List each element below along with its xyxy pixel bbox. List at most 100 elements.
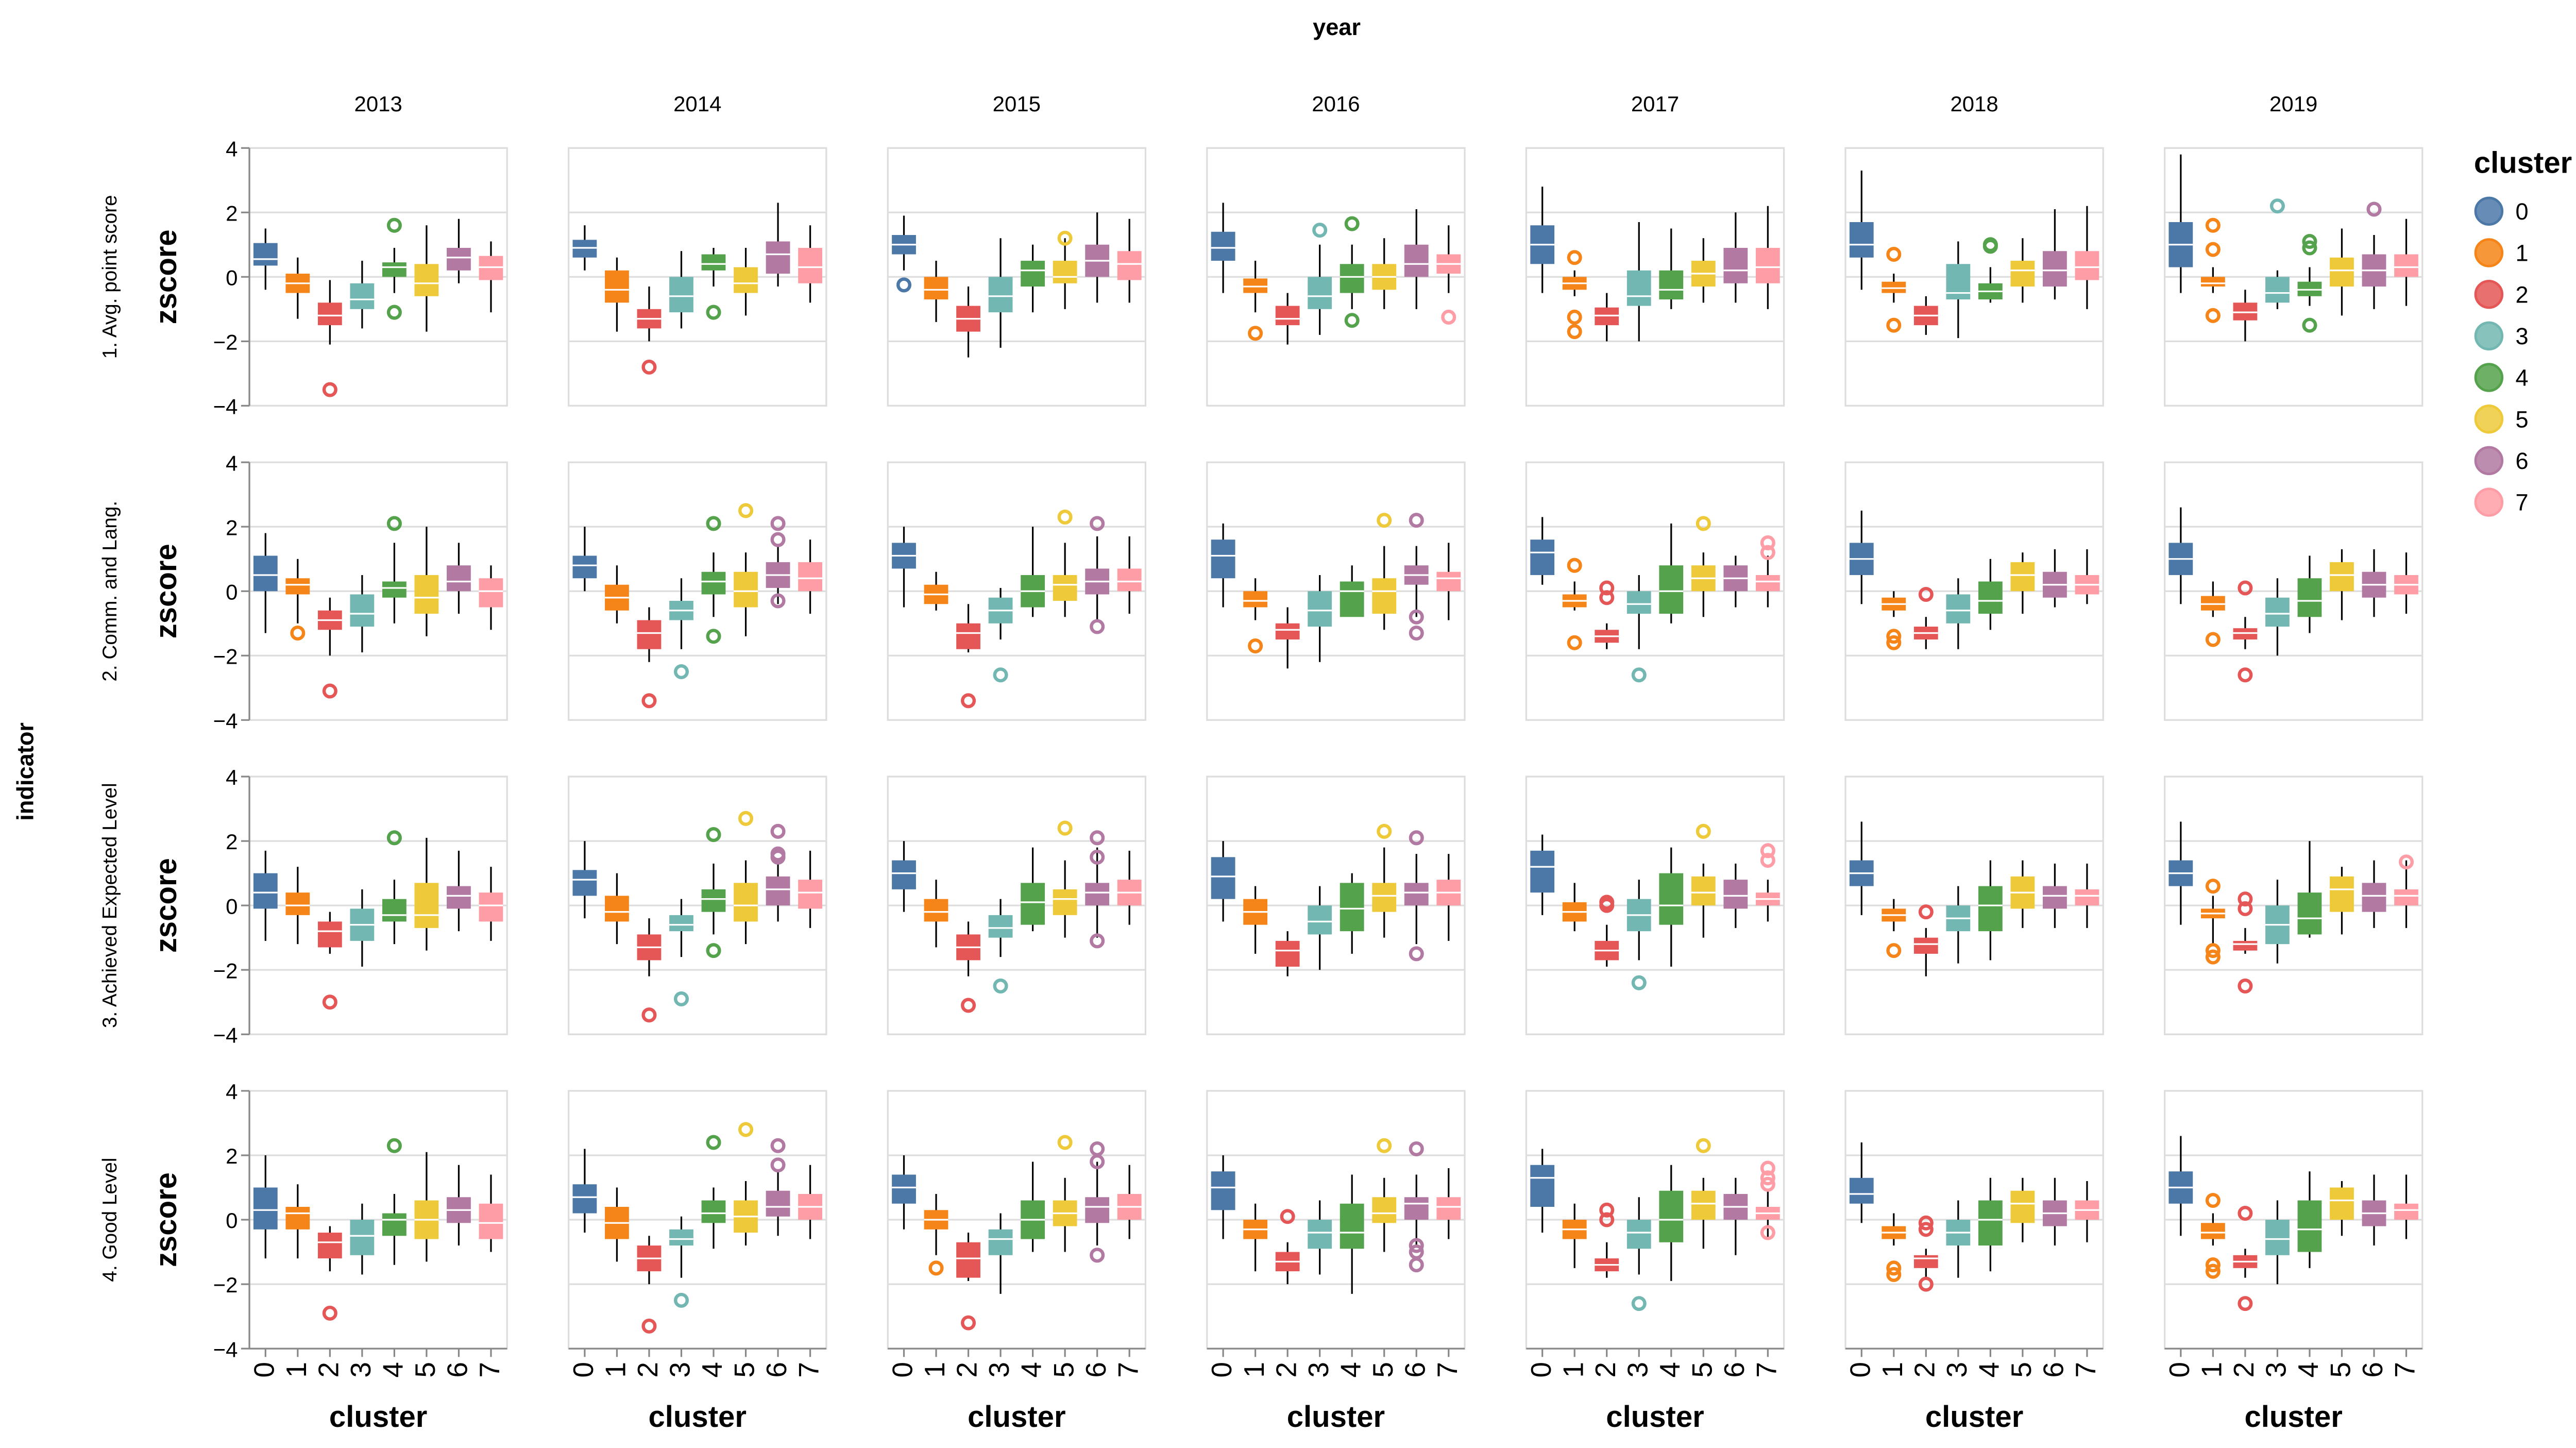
x-tick-label: 1 [600, 1362, 632, 1378]
x-tick-label: 1 [1557, 1362, 1589, 1378]
box-body [2200, 277, 2225, 287]
box-cluster-4 [2297, 555, 2322, 633]
y-axis: 4 2 0 −2 −4 zscore 1. Avg. point score [99, 137, 250, 419]
x-tick-label-group: 5 [2325, 1362, 2357, 1378]
y-axis-title: zscore [149, 858, 183, 953]
box-body [2265, 597, 2290, 627]
row-facet-title-group: indicator [12, 722, 39, 821]
legend-swatch [2474, 363, 2504, 392]
outlier-point [1280, 1209, 1295, 1224]
box-cluster-7 [1117, 536, 1142, 614]
panel-2017-row3 [1525, 776, 1785, 1035]
box-cluster-1 [1562, 1203, 1587, 1268]
box-body [285, 578, 310, 595]
box-cluster-3 [669, 251, 693, 329]
outlier-point [386, 217, 402, 233]
x-axis-title: cluster [1925, 1400, 2023, 1434]
box-body [285, 893, 310, 915]
y-tick-label: −4 [213, 709, 238, 733]
y-tick-label: −2 [213, 1273, 238, 1297]
box-cluster-3 [669, 1216, 693, 1308]
outlier-point [770, 823, 786, 839]
indicator-label: 2. Comm. and Lang. [99, 501, 121, 682]
box-cluster-1 [1243, 261, 1268, 341]
box-cluster-3 [1626, 222, 1651, 342]
outlier-point [706, 1135, 721, 1150]
box-body [2010, 562, 2035, 592]
indicator-label-group: 1. Avg. point score [99, 195, 121, 359]
outlier-point [993, 978, 1008, 994]
box-cluster-6 [447, 850, 471, 932]
x-axis: 0 1 2 3 4 5 6 7 cluster [1206, 1348, 1465, 1434]
x-tick-label: 7 [1112, 1362, 1144, 1378]
box-cluster-2 [1913, 1215, 1938, 1292]
outlier-point [2238, 978, 2253, 994]
box-body [2233, 940, 2258, 951]
box-cluster-0 [1530, 517, 1555, 585]
x-axis: 0 1 2 3 4 5 6 7 cluster [1844, 1348, 2104, 1434]
y-axis-title-group: zscore [149, 858, 183, 953]
box-cluster-6 [1723, 1177, 1748, 1255]
box-cluster-5 [1691, 1138, 1716, 1249]
box-cluster-6 [766, 516, 790, 609]
box-cluster-4 [382, 1138, 406, 1265]
box-cluster-1 [1562, 558, 1587, 650]
box-cluster-7 [2394, 1174, 2418, 1239]
outlier-point [1409, 946, 1424, 962]
x-tick-label: 1 [1876, 1362, 1908, 1378]
x-tick-label-group: 7 [2070, 1362, 2102, 1378]
box-body [1021, 261, 1045, 287]
x-tick-label-group: 7 [793, 1362, 825, 1378]
box-cluster-5 [1691, 238, 1716, 303]
panel-2016-row3 [1206, 776, 1466, 1035]
box-body [734, 267, 758, 293]
box-cluster-0 [572, 1149, 597, 1233]
outlier-point [290, 625, 306, 641]
x-tick-label-group: 5 [728, 1362, 760, 1378]
outlier-point [770, 516, 786, 531]
panel-frame [568, 147, 827, 407]
x-axis-title: cluster [1606, 1400, 1704, 1434]
x-tick-label-group: 7 [1750, 1362, 1782, 1378]
outlier-point [1886, 1267, 1902, 1282]
outlier-point [2302, 317, 2317, 333]
panel-2015-row3 [887, 776, 1147, 1035]
x-tick-label: 3 [1302, 1362, 1334, 1378]
outlier-point [1760, 545, 1775, 560]
x-tick-label-group: 7 [473, 1362, 505, 1378]
box-body [1659, 565, 1684, 614]
indicator-label: 4. Good Level [99, 1157, 121, 1282]
box-body [798, 880, 822, 909]
box-body [350, 594, 375, 627]
outlier-point [1090, 516, 1105, 531]
outlier-point [1090, 1248, 1105, 1263]
y-tick-label: −4 [213, 1337, 238, 1361]
box-cluster-2 [1275, 293, 1300, 345]
x-tick-label-group: 5 [409, 1362, 441, 1378]
box-body [2265, 277, 2290, 303]
panel-frame [887, 461, 1147, 721]
outlier-point [322, 382, 337, 397]
x-tick-label-group: 5 [1047, 1362, 1079, 1378]
panel-2013-row1: 4 2 0 −2 −4 zscore 1. Avg. point score [99, 137, 508, 419]
y-tick-label: −2 [213, 644, 238, 668]
legend-item-3: 3 [2474, 321, 2529, 351]
panel-2014-row3 [568, 776, 827, 1035]
outlier-point [2238, 580, 2253, 596]
outlier-point [1090, 1154, 1105, 1170]
box-cluster-1 [2200, 879, 2225, 965]
x-tick-label-group: 4 [1015, 1362, 1047, 1378]
box-cluster-7 [798, 540, 822, 614]
outlier-point [322, 995, 337, 1010]
box-body [1053, 575, 1077, 601]
y-tick-label: 4 [226, 451, 238, 475]
legend: cluster 0 1 2 3 4 5 6 7 [2474, 146, 2572, 517]
x-tick-label-group: 0 [1844, 1362, 1876, 1378]
box-cluster-0 [253, 228, 278, 290]
box-cluster-2 [1913, 296, 1938, 335]
box-cluster-0 [2168, 1136, 2193, 1236]
outlier-point [1057, 230, 1073, 246]
box-cluster-0 [1530, 1149, 1555, 1233]
box-cluster-4 [2297, 1171, 2322, 1268]
box-cluster-0 [253, 1155, 278, 1259]
